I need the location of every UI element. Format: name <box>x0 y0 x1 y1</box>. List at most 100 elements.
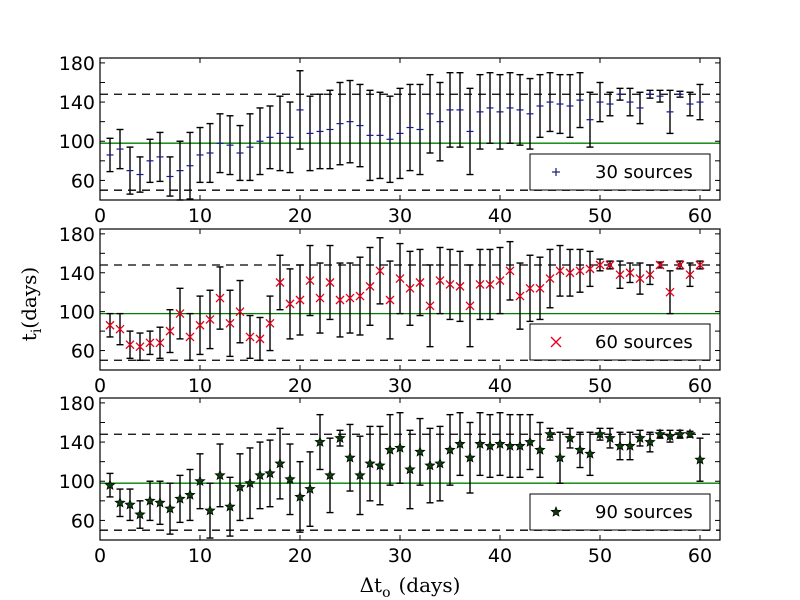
data-point <box>364 457 376 469</box>
data-point-d2 <box>235 307 245 317</box>
data-point <box>575 266 585 276</box>
data-point <box>614 440 626 451</box>
y-tick-label: 100 <box>59 471 95 493</box>
data-point <box>486 104 494 112</box>
y-tick-label: 60 <box>71 170 95 192</box>
panel-60-sources: 0 10 20 30 40 50 60 60 100 140 180 60 sources <box>59 224 721 397</box>
data-point <box>344 451 356 463</box>
x-tick-label: 60 <box>688 545 712 567</box>
data-point-d2 <box>505 266 515 276</box>
y-tick-label: 100 <box>59 302 95 324</box>
data-point <box>374 459 386 471</box>
data-point-d2 <box>245 332 255 342</box>
data-point <box>215 293 225 303</box>
data-point-d2 <box>375 266 385 276</box>
data-point <box>386 135 394 143</box>
data-point-d2 <box>185 332 195 342</box>
data-point-d2 <box>155 338 165 348</box>
x-tick-label: 20 <box>288 545 312 567</box>
data-point <box>104 479 116 490</box>
x-axis-label-unit: (days) <box>399 573 461 597</box>
data-point-d2 <box>165 326 175 336</box>
data-point-d2 <box>315 293 325 303</box>
y-tick-label: 140 <box>59 263 95 285</box>
data-point <box>694 453 706 465</box>
data-point <box>214 469 226 481</box>
x-tick-label: 30 <box>388 545 412 567</box>
data-point <box>354 469 366 481</box>
data-point-d2 <box>415 278 425 287</box>
data-point <box>605 260 615 270</box>
data-point <box>355 291 365 301</box>
data-point <box>134 508 146 520</box>
data-point <box>664 430 676 442</box>
data-point <box>644 436 656 447</box>
data-point <box>426 110 434 118</box>
data-point-d2 <box>225 318 235 328</box>
data-point <box>416 125 424 133</box>
data-point <box>514 440 526 451</box>
data-point <box>314 436 326 447</box>
data-point <box>606 100 614 108</box>
data-point <box>205 314 215 324</box>
data-point <box>325 278 335 287</box>
x-tick-label: 60 <box>688 375 712 397</box>
data-point <box>275 278 285 287</box>
x-tick-label: 20 <box>288 205 312 227</box>
data-point <box>365 281 375 291</box>
data-point-d2 <box>255 334 265 344</box>
data-point <box>515 291 525 301</box>
data-point <box>274 457 286 469</box>
y-tick-label: 100 <box>59 131 95 153</box>
data-point-d2 <box>515 291 525 301</box>
data-point <box>356 122 364 130</box>
legend-label: 60 sources <box>595 332 693 353</box>
data-point <box>506 104 514 112</box>
x-tick-label: 30 <box>388 205 412 227</box>
data-point-d2 <box>635 274 645 284</box>
data-point-d2 <box>585 264 595 274</box>
x-tick-label: 30 <box>388 375 412 397</box>
data-point <box>265 318 275 328</box>
data-point <box>456 106 464 114</box>
data-point-d2 <box>305 276 315 285</box>
data-point <box>675 260 685 270</box>
legend-box <box>529 323 711 361</box>
data-point-d2 <box>135 342 145 352</box>
legend: 30 sources <box>529 153 711 191</box>
data-point <box>225 318 235 328</box>
data-point <box>484 440 496 451</box>
data-point <box>155 338 165 348</box>
data-point <box>286 133 294 141</box>
data-point <box>565 268 575 278</box>
data-point <box>526 110 534 118</box>
x-tick-label: 20 <box>288 375 312 397</box>
data-point <box>556 100 564 108</box>
data-point-d2 <box>545 274 555 284</box>
data-point <box>574 443 586 455</box>
data-point <box>165 326 175 336</box>
data-point <box>546 98 554 106</box>
data-point <box>684 428 696 440</box>
data-point <box>635 274 645 284</box>
data-point <box>676 90 684 98</box>
data-point <box>136 171 144 179</box>
data-point <box>296 106 304 114</box>
data-point <box>654 428 666 440</box>
data-point <box>324 469 336 481</box>
data-point <box>604 432 616 443</box>
data-point <box>385 295 395 305</box>
data-point <box>304 483 316 494</box>
data-point <box>435 276 445 285</box>
data-point <box>234 481 246 492</box>
data-point <box>115 324 125 334</box>
data-point <box>695 260 705 270</box>
data-point <box>585 264 595 274</box>
data-point <box>174 492 186 504</box>
data-point-d2 <box>365 281 375 291</box>
data-point-d2 <box>555 266 565 276</box>
data-point <box>125 340 135 350</box>
data-point <box>376 131 384 139</box>
x-tick-label: 50 <box>588 205 612 227</box>
data-point-d2 <box>675 260 685 270</box>
